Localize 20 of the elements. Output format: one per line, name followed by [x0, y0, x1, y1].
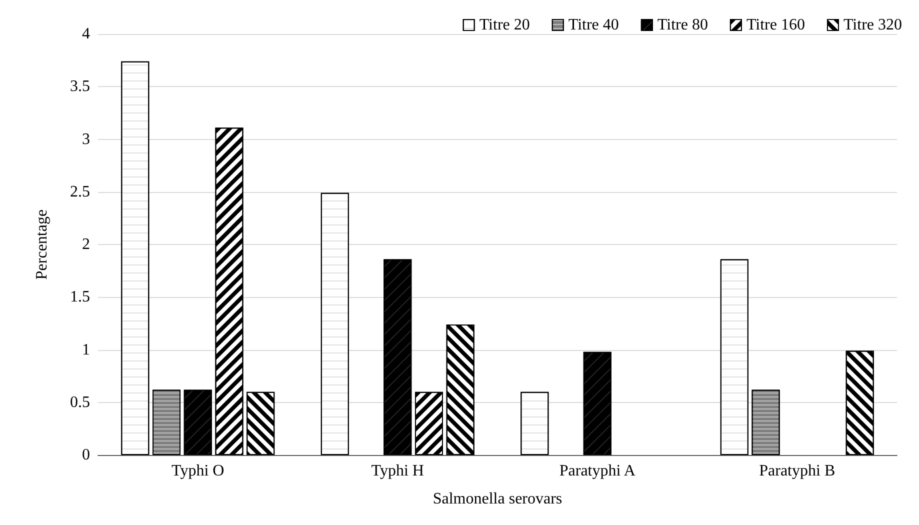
- legend-label: Titre 320: [843, 16, 902, 34]
- x-tick-label: Paratyphi B: [759, 462, 836, 480]
- legend-label: Titre 20: [479, 16, 530, 34]
- y-tick-label: 0: [82, 446, 90, 464]
- x-tick-label: Typhi H: [371, 462, 424, 480]
- y-tick-label: 4: [82, 26, 90, 42]
- legend-label: Titre 40: [568, 16, 619, 34]
- y-tick-label: 0.5: [70, 394, 90, 411]
- y-tick-label: 2.5: [70, 183, 90, 200]
- y-tick-label: 3: [82, 130, 90, 148]
- y-tick-label: 1.5: [70, 288, 90, 306]
- x-tick-label: Typhi O: [172, 462, 224, 480]
- y-tick-label: 2: [82, 236, 90, 253]
- legend-label: Titre 160: [746, 16, 805, 34]
- x-axis-title: Salmonella serovars: [432, 490, 562, 508]
- y-tick-label: 1: [82, 341, 90, 358]
- y-tick-label: 3.5: [70, 78, 90, 96]
- y-axis-title: Percentage: [34, 209, 50, 280]
- x-tick-label: Paratyphi A: [559, 462, 636, 480]
- legend-label: Titre 80: [657, 16, 708, 34]
